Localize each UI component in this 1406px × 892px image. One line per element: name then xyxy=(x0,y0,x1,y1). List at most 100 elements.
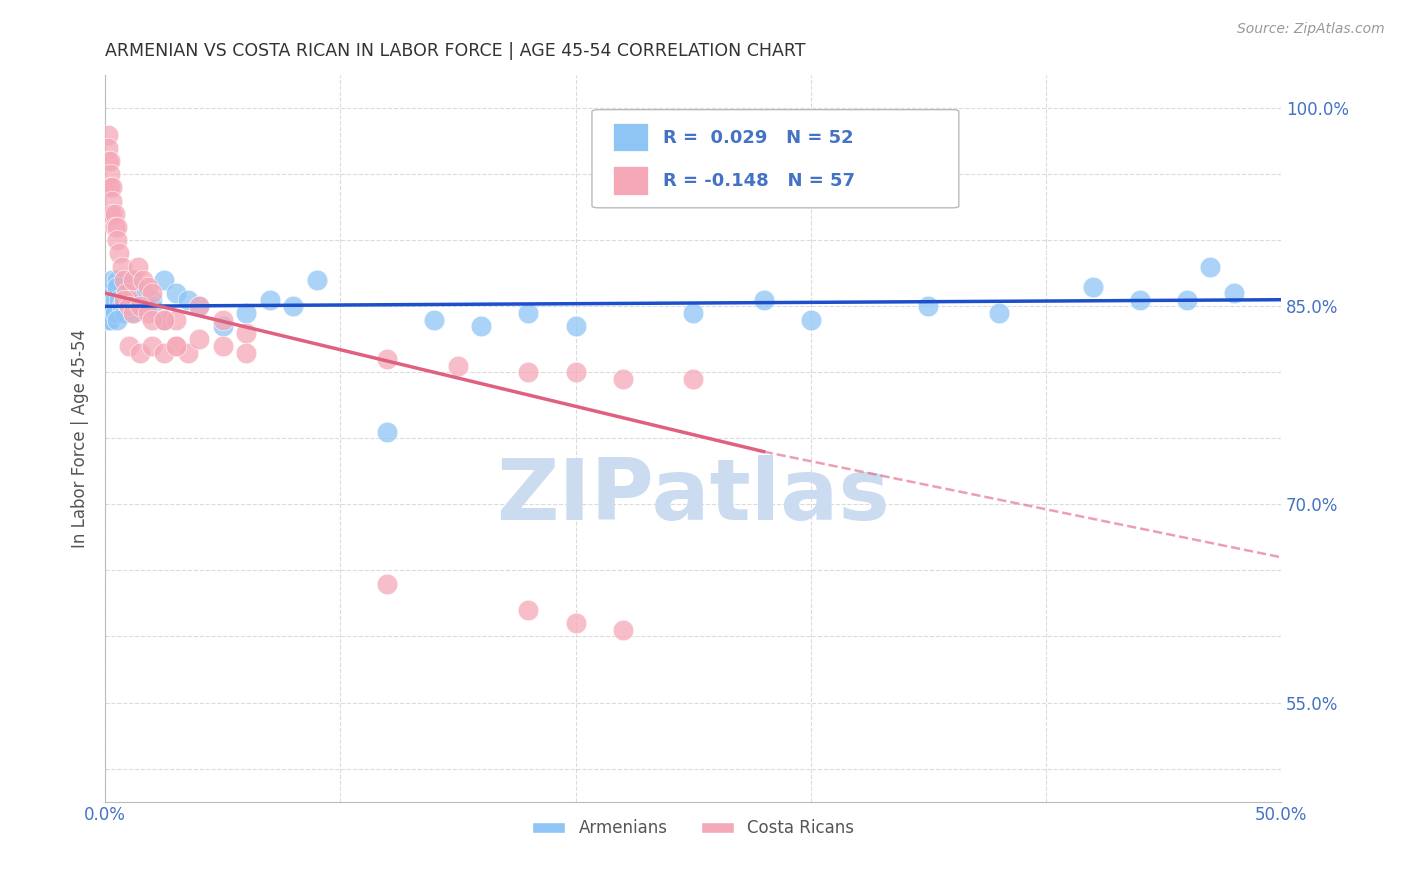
Point xyxy=(129,299,152,313)
Point xyxy=(165,339,187,353)
Point xyxy=(517,603,540,617)
Point xyxy=(564,616,586,631)
Point xyxy=(98,286,121,301)
Point xyxy=(800,312,823,326)
Point xyxy=(447,359,470,373)
Point xyxy=(153,345,176,359)
Point xyxy=(176,293,198,307)
Point xyxy=(235,326,257,340)
Point xyxy=(97,128,120,142)
Point xyxy=(101,293,124,307)
Point xyxy=(153,273,176,287)
Legend: Armenians, Costa Ricans: Armenians, Costa Ricans xyxy=(524,813,860,844)
Point xyxy=(377,425,399,439)
Point xyxy=(136,279,159,293)
Point xyxy=(122,306,145,320)
Point xyxy=(211,312,233,326)
Point xyxy=(97,312,120,326)
Point xyxy=(97,306,120,320)
Point xyxy=(283,299,305,313)
Point xyxy=(122,306,145,320)
Point xyxy=(188,299,211,313)
Point xyxy=(112,306,135,320)
Point xyxy=(132,273,155,287)
Point xyxy=(132,286,155,301)
Point xyxy=(104,207,127,221)
Point xyxy=(305,273,328,287)
Point xyxy=(1129,293,1152,307)
Point xyxy=(141,299,163,313)
Point xyxy=(108,293,131,307)
Text: ZIPatlas: ZIPatlas xyxy=(496,455,890,538)
Point xyxy=(122,273,145,287)
Point xyxy=(105,312,128,326)
Point xyxy=(682,306,704,320)
Point xyxy=(122,273,145,287)
Point xyxy=(105,233,128,247)
Point xyxy=(141,339,163,353)
Point xyxy=(1081,279,1104,293)
Point xyxy=(98,299,121,313)
Point xyxy=(98,154,121,169)
Point xyxy=(98,207,121,221)
Point xyxy=(141,286,163,301)
Point xyxy=(211,319,233,334)
Point xyxy=(612,623,634,637)
Point xyxy=(101,299,124,313)
Point xyxy=(517,306,540,320)
Point xyxy=(612,372,634,386)
Point xyxy=(377,576,399,591)
Point xyxy=(112,293,135,307)
Point xyxy=(470,319,492,334)
Point xyxy=(141,312,163,326)
Point xyxy=(136,306,159,320)
Point xyxy=(235,306,257,320)
Point xyxy=(1223,286,1246,301)
Point xyxy=(104,306,127,320)
Point xyxy=(153,312,176,326)
Point xyxy=(377,352,399,367)
Point xyxy=(165,312,187,326)
Point xyxy=(97,180,120,194)
Point xyxy=(111,260,134,274)
Point xyxy=(987,306,1010,320)
Point xyxy=(105,220,128,235)
Point xyxy=(98,180,121,194)
Point xyxy=(564,365,586,379)
Point xyxy=(176,345,198,359)
Point xyxy=(104,293,127,307)
Point xyxy=(153,312,176,326)
Point xyxy=(141,293,163,307)
Point xyxy=(235,345,257,359)
Point xyxy=(259,293,281,307)
Point xyxy=(165,286,187,301)
Point xyxy=(118,299,141,313)
Point xyxy=(127,293,149,307)
Point xyxy=(188,332,211,346)
Point xyxy=(98,167,121,181)
Point xyxy=(1175,293,1198,307)
Point xyxy=(112,273,135,287)
Point xyxy=(105,279,128,293)
Point xyxy=(101,194,124,208)
Point xyxy=(917,299,939,313)
Point xyxy=(115,286,138,301)
Point xyxy=(118,293,141,307)
Point xyxy=(211,339,233,353)
Point xyxy=(115,286,138,301)
Text: ARMENIAN VS COSTA RICAN IN LABOR FORCE | AGE 45-54 CORRELATION CHART: ARMENIAN VS COSTA RICAN IN LABOR FORCE |… xyxy=(105,42,806,60)
Point xyxy=(101,180,124,194)
Point xyxy=(752,293,775,307)
Point xyxy=(111,299,134,313)
Point xyxy=(129,345,152,359)
Point xyxy=(517,365,540,379)
Point xyxy=(153,312,176,326)
Point xyxy=(112,293,135,307)
Point xyxy=(108,246,131,260)
Point xyxy=(423,312,446,326)
Point xyxy=(564,319,586,334)
Point xyxy=(165,339,187,353)
Point xyxy=(101,273,124,287)
Point xyxy=(118,293,141,307)
Point xyxy=(682,372,704,386)
